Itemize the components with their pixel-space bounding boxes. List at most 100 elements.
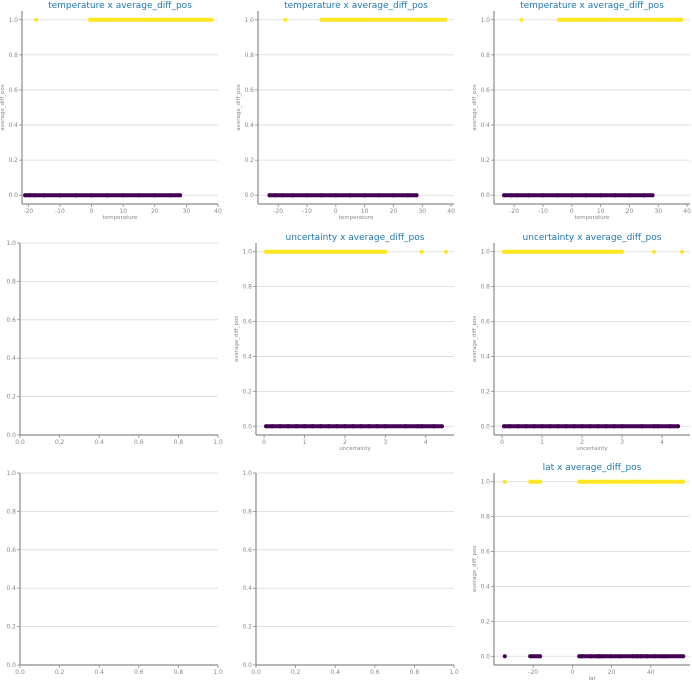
data-point (597, 479, 602, 484)
y-tick-label: 1.0 (6, 240, 16, 247)
data-point (620, 249, 624, 254)
data-point (600, 654, 605, 659)
y-tick-label: 0.6 (480, 319, 490, 326)
data-point (178, 193, 183, 198)
data-point (652, 654, 657, 659)
data-point (87, 17, 92, 22)
y-tick-label: 0.2 (242, 624, 252, 631)
x-tick-label: 0 (262, 439, 266, 446)
data-point (443, 249, 448, 254)
data-point (509, 193, 514, 198)
data-point (359, 249, 364, 254)
x-tick-label: -10 (55, 208, 65, 215)
data-point (434, 17, 439, 22)
data-point (168, 193, 173, 198)
data-point (572, 424, 576, 429)
x-tick-label: 0.6 (134, 669, 144, 676)
x-tick-label: 0.8 (174, 439, 184, 446)
y-tick-label: 1.0 (480, 249, 490, 256)
data-point (598, 193, 603, 198)
y-tick-label: 0.8 (8, 52, 18, 59)
data-point (502, 193, 507, 198)
data-point (631, 479, 636, 484)
data-point (121, 17, 126, 22)
data-point (152, 17, 157, 22)
data-point (391, 17, 396, 22)
data-point (278, 424, 283, 429)
data-point (679, 17, 684, 22)
x-tick-label: -20 (509, 208, 519, 215)
data-point (575, 17, 580, 22)
data-point (319, 193, 324, 198)
x-tick-label: 0 (90, 208, 94, 215)
x-tick-label: 10 (361, 208, 369, 215)
data-point (627, 17, 632, 22)
x-tick-label: 0.6 (134, 439, 144, 446)
data-point (555, 193, 560, 198)
chart-panel-3: 0.0 0.2 0.4 0.6 0.8 1.0 -20 -10 0 10 20 30 40 tempera… (472, 1, 691, 221)
data-point (613, 193, 618, 198)
x-tick-label: 10 (119, 208, 127, 215)
y-tick-label: 1.0 (242, 470, 252, 477)
data-point (660, 479, 665, 484)
data-point (580, 249, 584, 254)
data-point (121, 193, 126, 198)
y-tick-label: 1.0 (6, 470, 16, 477)
data-point (548, 249, 552, 254)
y-tick-label: 0.0 (6, 432, 16, 439)
data-point (564, 424, 568, 429)
data-point (515, 193, 520, 198)
data-point (286, 424, 291, 429)
data-point (302, 424, 307, 429)
y-axis-label: average_diff_pos (0, 84, 6, 131)
data-point (102, 17, 107, 22)
y-axis-label: average_diff_pos (472, 316, 478, 363)
chart-panel-2: 0.0 0.2 0.4 0.6 0.8 1.0 -20 -10 0 10 20 30 40 tempera… (236, 1, 455, 221)
chart-panel-4: 0.0 0.2 0.4 0.6 0.8 1.0 0.0 0.2 0.4 0.6 0.8 1.0 (6, 240, 222, 446)
x-tick-label: 40 (647, 669, 655, 676)
y-tick-label: 0.4 (480, 583, 490, 590)
data-point (273, 193, 278, 198)
data-point (577, 479, 582, 484)
x-tick-label: 0.2 (55, 439, 65, 446)
data-point (264, 249, 269, 254)
x-tick-label: 0.6 (370, 669, 380, 676)
data-point (639, 654, 643, 659)
x-tick-label: 30 (654, 208, 662, 215)
y-tick-label: 1.0 (244, 17, 254, 24)
data-point (383, 249, 388, 254)
data-point (405, 17, 410, 22)
data-point (596, 424, 600, 429)
chart-panel-6: 0.0 0.2 0.4 0.6 0.8 1.0 0 1 2 3 4 uncertainty x ave… (472, 233, 690, 452)
data-point (318, 249, 323, 254)
data-point (577, 654, 582, 659)
data-point (362, 17, 367, 22)
data-point (334, 249, 339, 254)
chart-title: lat x average_diff_pos (543, 463, 642, 473)
data-point (105, 193, 110, 198)
y-tick-label: 1.0 (480, 17, 490, 24)
data-point (663, 479, 668, 484)
x-tick-label: 0 (334, 208, 338, 215)
x-tick-label: 0.4 (330, 669, 340, 676)
data-point (346, 17, 351, 22)
y-tick-label: 0.6 (6, 547, 16, 554)
x-tick-label: 40 (447, 208, 455, 215)
data-point (589, 654, 594, 659)
data-point (627, 193, 632, 198)
data-point (596, 249, 600, 254)
data-point (338, 17, 343, 22)
data-point (604, 249, 608, 254)
x-tick-label: 1.0 (213, 669, 223, 676)
x-tick-label: 1 (540, 439, 544, 446)
data-point (415, 424, 420, 429)
data-point (604, 424, 608, 429)
x-tick-label: 3 (383, 439, 387, 446)
data-point (34, 17, 39, 22)
y-tick-label: 0.8 (6, 278, 16, 285)
x-tick-label: 20 (626, 208, 634, 215)
data-point (681, 654, 686, 659)
data-point (556, 249, 560, 254)
data-point (152, 193, 157, 198)
x-tick-label: 3 (620, 439, 624, 446)
